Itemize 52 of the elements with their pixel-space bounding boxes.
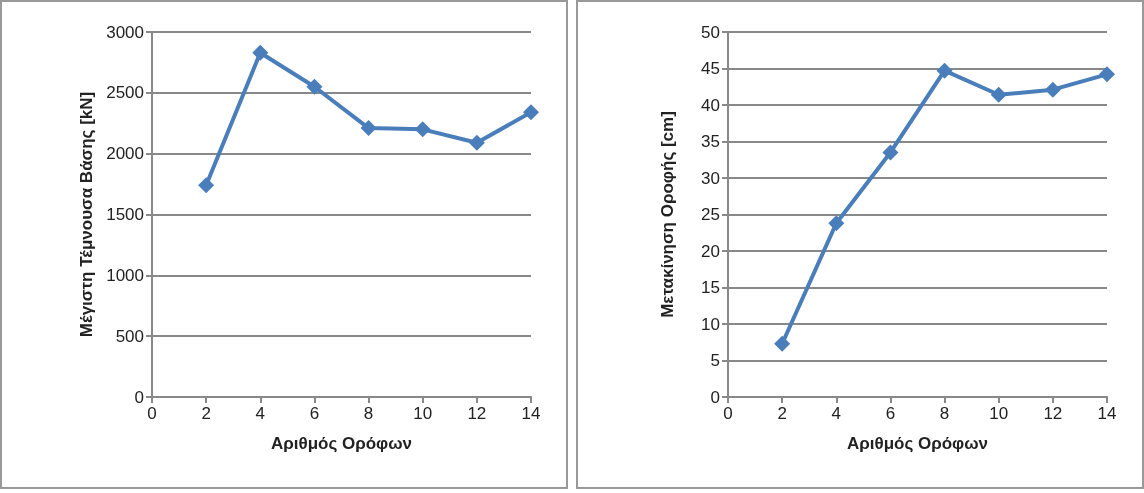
- x-tick-label: 6: [309, 404, 320, 423]
- point: [1099, 66, 1115, 83]
- x-tick-label: 14: [521, 404, 541, 423]
- point: [306, 78, 323, 95]
- x-tick-label: 8: [939, 404, 950, 423]
- y-tick-label: 15: [701, 278, 720, 297]
- x-tick-label: 4: [831, 404, 842, 423]
- y-tick-label: 2500: [106, 83, 144, 103]
- y-tick-label: 1500: [106, 205, 144, 224]
- point: [936, 62, 953, 79]
- y-tick-label: 25: [701, 205, 720, 224]
- y-tick-label: 1000: [106, 265, 144, 285]
- x-tick-label: 4: [255, 404, 266, 423]
- y-axis-title: Μετακίνηση Οροφής [cm]: [658, 111, 677, 318]
- y-tick-label: 35: [701, 132, 720, 151]
- point: [468, 134, 485, 151]
- x-tick-label: 12: [467, 404, 487, 423]
- x-tick-label: 12: [1043, 404, 1063, 423]
- point: [198, 177, 215, 194]
- y-tick-label: 10: [701, 314, 720, 334]
- point: [1044, 81, 1061, 98]
- x-tick-label: 2: [777, 404, 787, 423]
- x-axis-title: Αριθμός Ορόφων: [846, 434, 989, 453]
- x-tick-label: 0: [147, 404, 157, 423]
- y-tick-label: 0: [134, 387, 144, 407]
- y-tick-label: 5: [710, 351, 720, 370]
- point: [414, 121, 431, 138]
- x-tick-label: 14: [1097, 404, 1117, 423]
- x-tick-label: 6: [885, 404, 896, 423]
- x-tick-label: 8: [363, 404, 374, 423]
- y-tick-label: 500: [115, 326, 144, 346]
- point: [774, 335, 791, 352]
- y-tick-label: 20: [701, 241, 720, 261]
- x-tick-label: 10: [989, 404, 1009, 423]
- y-tick-label: 40: [701, 95, 720, 115]
- x-tick-label: 0: [723, 404, 733, 423]
- y-tick-label: 2000: [106, 144, 144, 164]
- x-tick-label: 10: [413, 404, 433, 423]
- y-tick-label: 30: [701, 168, 720, 188]
- y-tick-label: 3000: [106, 22, 144, 42]
- y-tick-label: 0: [710, 387, 720, 407]
- x-axis-title: Αριθμός Ορόφων: [270, 434, 413, 453]
- y-axis-title: Μέγιστη Τέμνουσα Βάσης [kN]: [77, 91, 97, 338]
- point: [523, 104, 539, 121]
- point: [828, 215, 845, 232]
- x-tick-label: 2: [201, 404, 211, 423]
- y-tick-label: 45: [701, 59, 720, 78]
- point: [360, 120, 377, 137]
- point: [990, 86, 1007, 103]
- point: [252, 44, 269, 61]
- y-tick-label: 50: [701, 22, 720, 42]
- point: [882, 144, 899, 161]
